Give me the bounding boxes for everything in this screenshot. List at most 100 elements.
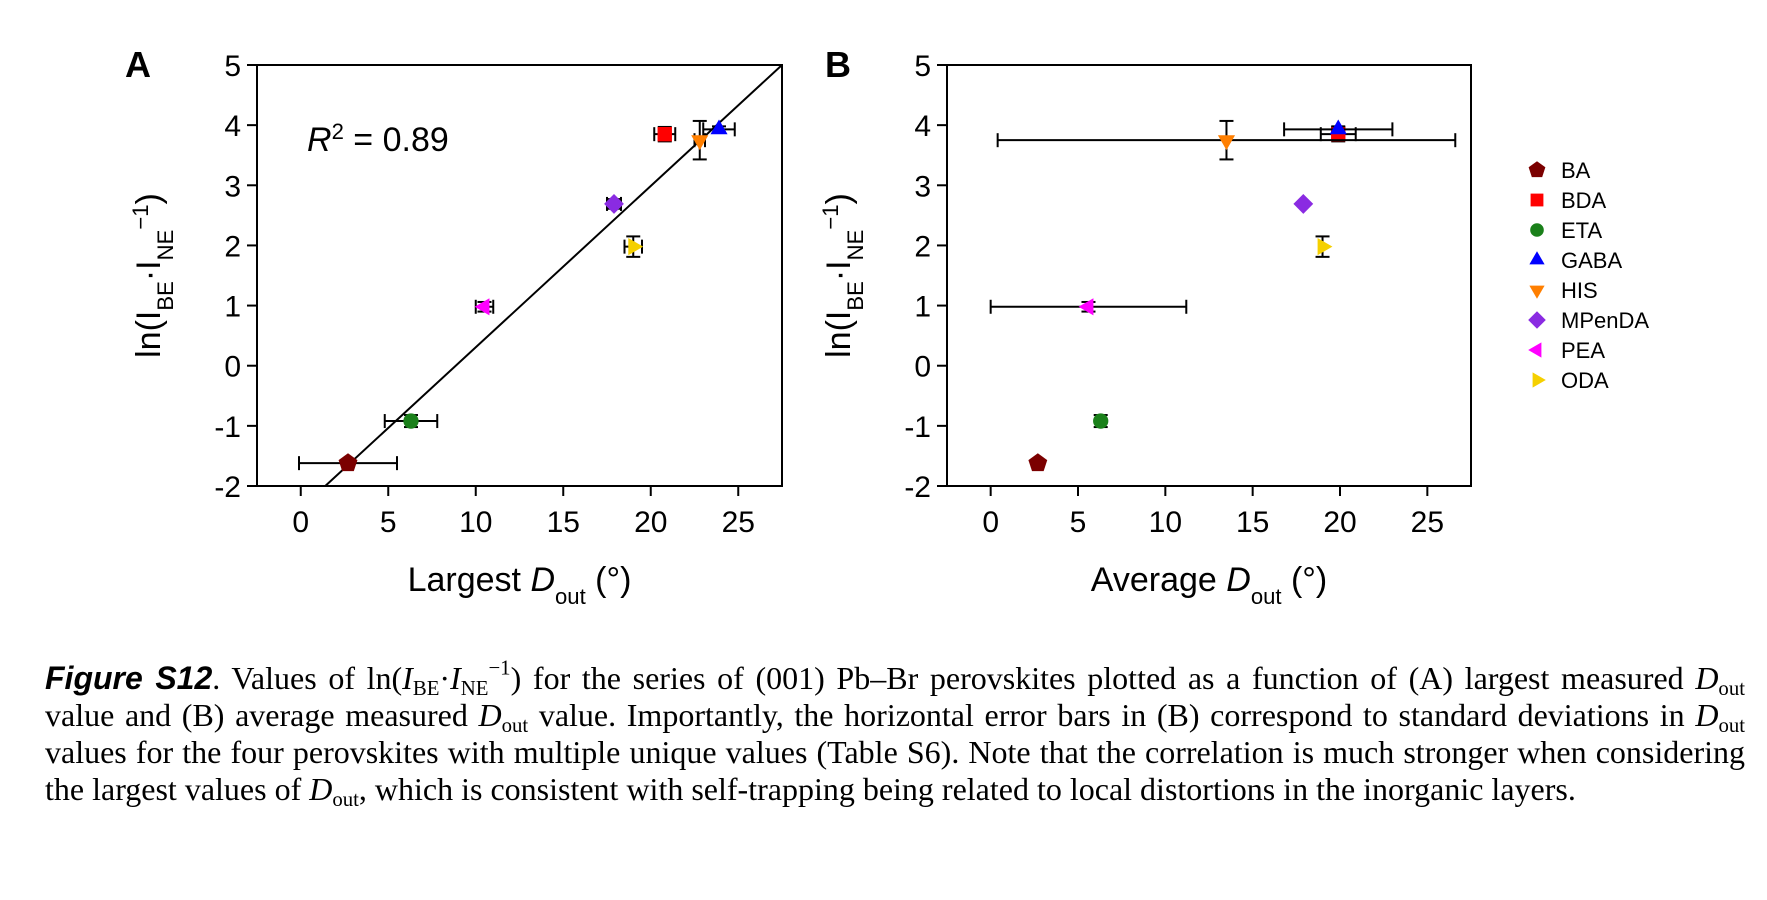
x-axis-label-part: Average <box>1091 561 1226 599</box>
caption-text: out <box>501 714 529 738</box>
x-axis-label: Largest Dout (°) <box>408 561 632 609</box>
x-tick-label: 20 <box>634 506 667 539</box>
legend-marker <box>1529 251 1545 265</box>
legend-label: PEA <box>1561 338 1605 363</box>
y-tick-label: 5 <box>914 50 931 83</box>
y-tick-label: -1 <box>904 411 931 444</box>
x-axis-label-part: out <box>1251 584 1282 609</box>
marker <box>628 238 644 256</box>
x-tick-label: 25 <box>1411 506 1444 539</box>
caption-text: · <box>439 660 451 696</box>
caption: Figure S12. Values of ln(IBE·INE−1) for … <box>45 658 1746 811</box>
x-tick-label: 5 <box>1070 506 1087 539</box>
caption-text: −1 <box>488 656 511 680</box>
legend-marker <box>1532 372 1546 388</box>
y-axis-label-part: NE <box>153 230 178 261</box>
y-tick-label: 5 <box>224 50 241 83</box>
y-axis-label-part: BE <box>153 281 178 310</box>
y-tick-label: 2 <box>914 230 931 263</box>
legend-marker <box>1528 342 1542 358</box>
plot-frame <box>256 64 783 487</box>
marker <box>474 298 490 316</box>
x-axis-label-part: out <box>555 584 586 609</box>
marker <box>338 453 358 472</box>
marker <box>657 126 672 142</box>
y-tick-label: 3 <box>914 170 931 203</box>
legend-label: BA <box>1561 158 1591 183</box>
caption-text: D <box>1695 697 1719 733</box>
y-tick-label: 0 <box>914 351 931 384</box>
caption-text: out <box>1718 714 1746 738</box>
x-tick-label: 15 <box>1236 506 1269 539</box>
x-tick-label: 15 <box>547 506 580 539</box>
x-tick-label: 25 <box>722 506 755 539</box>
y-tick-label: -2 <box>214 471 241 504</box>
y-axis-label-part: ln(I <box>130 311 168 358</box>
x-axis-label-part: D <box>530 561 555 599</box>
legend-marker <box>1530 193 1544 207</box>
y-tick-label: 0 <box>224 351 241 384</box>
legend-marker <box>1530 223 1544 237</box>
y-tick-label: 1 <box>914 291 931 324</box>
y-axis-label-part: BE <box>843 281 868 310</box>
caption-text: Figure S12 <box>45 660 213 696</box>
marker <box>1317 238 1333 256</box>
x-tick-label: 0 <box>982 506 999 539</box>
y-axis-label-part: −1 <box>818 204 843 229</box>
y-tick-label: 1 <box>224 291 241 324</box>
legend-label: BDA <box>1561 188 1607 213</box>
x-axis-label-part: Largest <box>408 561 531 599</box>
caption-text: out <box>1718 677 1745 701</box>
plot-frame <box>946 64 1472 487</box>
marker <box>604 194 624 214</box>
legend-marker <box>1529 285 1545 299</box>
y-axis-label-part: ) <box>820 193 858 204</box>
caption-text: D <box>1695 660 1719 696</box>
x-axis-label: Average Dout (°) <box>1091 561 1327 609</box>
y-axis-label-part: ·I <box>820 260 858 281</box>
y-axis-label-part: NE <box>843 230 868 261</box>
x-tick-label: 10 <box>459 506 492 539</box>
y-tick-label: 3 <box>224 170 241 203</box>
x-tick-label: 5 <box>380 506 397 539</box>
marker <box>403 413 419 429</box>
panel-letter: B <box>825 44 851 85</box>
marker <box>1329 119 1347 135</box>
y-tick-label: 4 <box>224 110 241 143</box>
legend-label: MPenDA <box>1561 308 1649 333</box>
marker <box>710 119 728 135</box>
x-tick-label: 20 <box>1323 506 1356 539</box>
y-axis-label-part: ) <box>130 193 168 204</box>
marker <box>1028 453 1048 472</box>
x-axis-label-part: D <box>1226 561 1251 599</box>
panel-letter: A <box>125 44 151 85</box>
caption-text: D <box>478 697 502 733</box>
caption-text: BE <box>412 677 440 701</box>
caption-text: I <box>450 660 461 696</box>
x-tick-label: 0 <box>292 506 309 539</box>
caption-text: . Values of ln( <box>212 660 403 696</box>
annotation: R2 = 0.89 <box>307 119 449 160</box>
caption-text: D <box>309 771 333 807</box>
legend-label: HIS <box>1561 278 1598 303</box>
y-tick-label: -2 <box>904 471 931 504</box>
y-axis-label: ln(IBE·INE−1) <box>818 193 868 358</box>
annotation-part: = 0.89 <box>344 121 449 159</box>
caption-text: I <box>402 660 413 696</box>
caption-text: values for the four perovskites with mul… <box>45 734 1745 807</box>
legend-label: ODA <box>1561 368 1609 393</box>
marker <box>1293 194 1314 214</box>
marker <box>691 135 709 151</box>
y-axis-label-part: −1 <box>128 204 153 229</box>
annotation-part: R <box>307 121 332 159</box>
y-tick-label: 2 <box>224 230 241 263</box>
y-axis-label-part: ·I <box>130 260 168 281</box>
legend-marker <box>1528 161 1546 178</box>
caption-text: NE <box>460 677 489 701</box>
marker <box>1078 298 1094 316</box>
annotation-part: 2 <box>332 119 344 144</box>
marker <box>1093 413 1109 429</box>
marker <box>1217 135 1236 151</box>
